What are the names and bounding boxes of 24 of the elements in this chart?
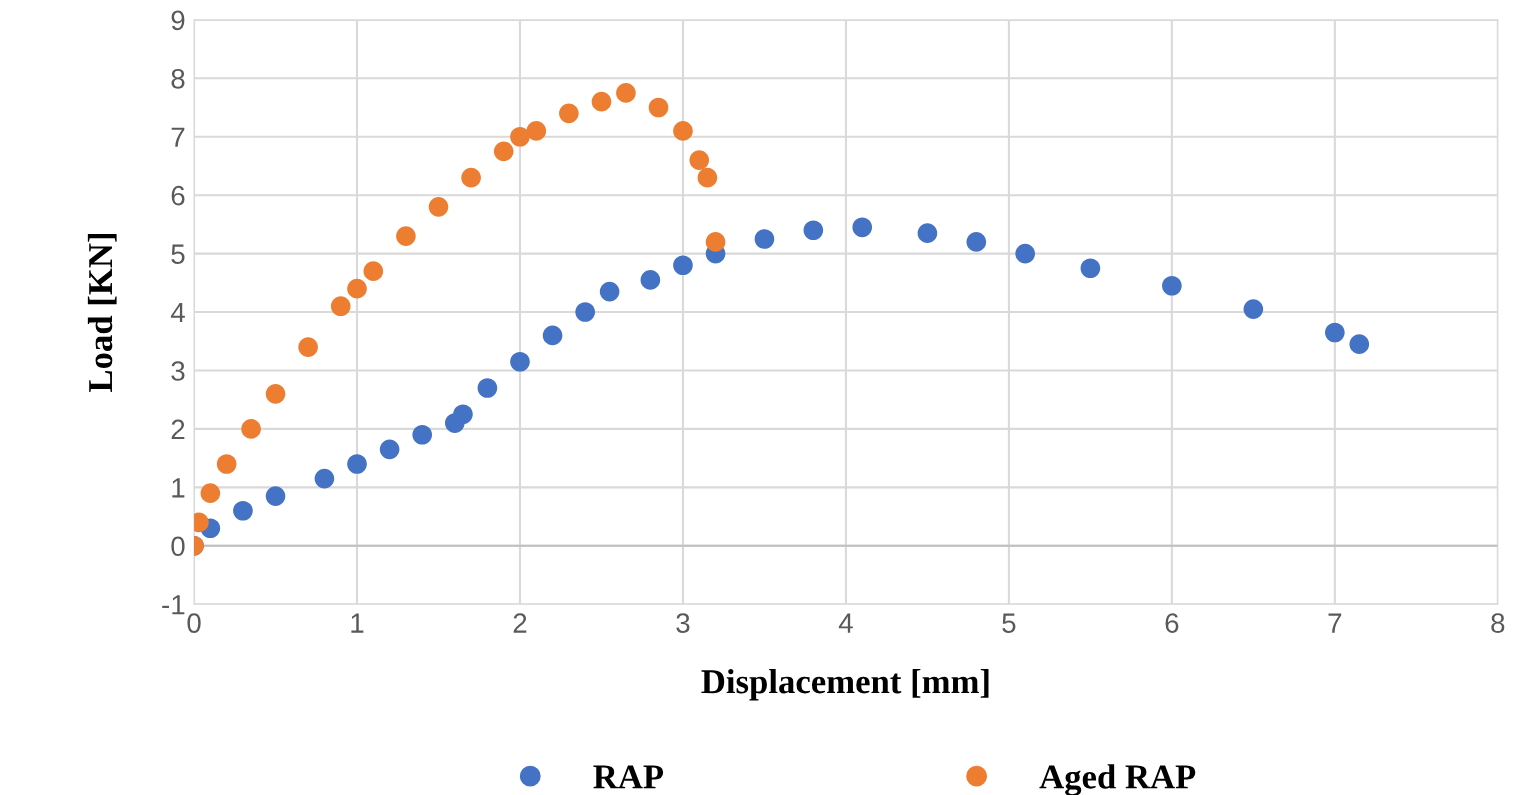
x-tick-label: 2 (513, 613, 527, 633)
y-tick-label: 3 (171, 361, 185, 381)
y-tick-label: 0 (171, 536, 185, 557)
y-tick-label: -1 (162, 595, 185, 615)
y-tick-label: 4 (170, 302, 185, 323)
legend-label: RAP (593, 765, 664, 789)
y-tick-label: 7 (171, 127, 185, 147)
y-tick-label: 8 (171, 68, 185, 89)
x-tick-label: 4 (838, 613, 853, 633)
x-tick-label: 3 (676, 613, 690, 633)
y-tick-label: 9 (171, 10, 185, 31)
y-tick-label: 2 (171, 419, 185, 439)
y-tick-label: 5 (171, 244, 185, 264)
x-axis-title: Displacement [mm] (701, 668, 989, 701)
legend-label: Aged RAP (1039, 764, 1196, 795)
y-axis-title: Load [KN] (87, 234, 117, 392)
x-tick-label: 5 (1002, 613, 1016, 633)
y-tick-label: 6 (171, 185, 185, 206)
x-tick-label: 6 (1165, 613, 1179, 633)
y-tick-label: 1 (172, 478, 185, 498)
x-tick-label: 0 (187, 613, 201, 633)
x-tick-label: 7 (1328, 613, 1342, 633)
x-tick-label: 8 (1491, 613, 1505, 633)
x-tick-label: 1 (351, 613, 364, 633)
